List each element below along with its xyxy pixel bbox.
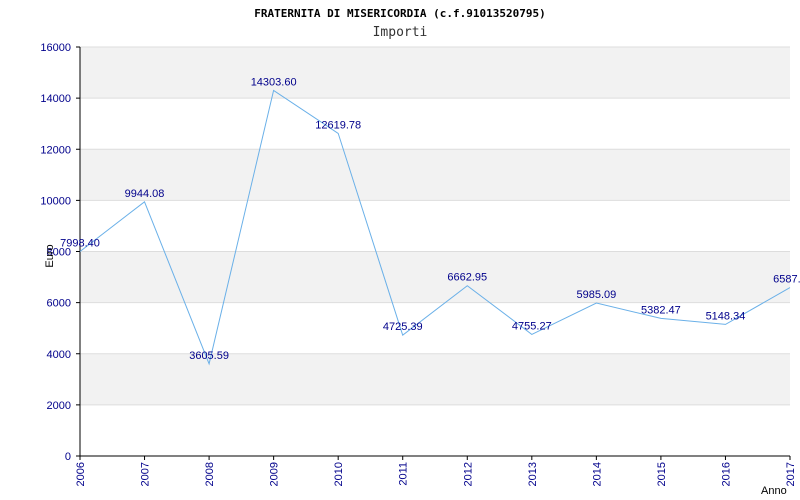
y-tick-label: 8000: [47, 247, 71, 259]
grid-band: [80, 251, 790, 303]
grid-band: [80, 353, 790, 405]
grid-band: [80, 149, 790, 201]
x-tick-label: 2009: [269, 462, 281, 486]
data-label: 7998.40: [60, 238, 100, 250]
x-tick-label: 2015: [656, 462, 668, 486]
data-label: 5985.09: [576, 289, 616, 301]
x-axis-label: Anno: [761, 485, 787, 497]
data-label: 5148.34: [706, 310, 746, 322]
data-label: 14303.60: [251, 76, 297, 88]
y-axis-label: Euro: [44, 244, 56, 267]
y-tick-label: 0: [65, 451, 71, 463]
y-tick-label: 4000: [47, 349, 71, 361]
x-tick-label: 2013: [527, 462, 539, 486]
y-tick-labels: 0 2000 4000 6000 8000 10000 12000 14000 16000: [40, 42, 80, 463]
x-tick-label: 2017: [785, 462, 797, 486]
x-tick-label: 2007: [140, 462, 152, 486]
series-line: [79, 89, 791, 366]
x-tick-label: 2010: [333, 462, 345, 486]
data-label: 12619.78: [315, 119, 361, 131]
x-tick-label: 2008: [204, 462, 216, 486]
data-label: 6662.95: [447, 272, 487, 284]
x-tick-label: 2012: [462, 462, 474, 486]
gridlines: [80, 46, 790, 406]
grid-band: [80, 47, 790, 99]
chart-subtitle: Importi: [372, 25, 428, 40]
y-tick-label: 16000: [40, 42, 71, 54]
background-bands: [80, 47, 790, 405]
y-tick-label: 10000: [40, 195, 71, 207]
y-tick-label: 12000: [40, 144, 71, 156]
y-tick-label: 6000: [47, 298, 71, 310]
data-labels: 7998.40 9944.08 3605.59 14303.60 12619.78 472…: [60, 76, 800, 361]
y-tick-label: 2000: [47, 400, 71, 412]
data-label: 9944.08: [125, 188, 165, 200]
y-tick-label: 14000: [40, 93, 71, 105]
data-label: 3605.59: [189, 350, 229, 362]
x-tick-label: 2011: [398, 462, 410, 486]
x-tick-label: 2014: [591, 462, 603, 486]
data-label: 4755.27: [512, 320, 552, 332]
chart-title: FRATERNITA DI MISERICORDIA (c.f.91013520…: [254, 7, 546, 20]
data-label: 6587.3: [773, 274, 800, 286]
data-label: 4725.39: [383, 321, 423, 333]
x-tick-label: 2006: [75, 462, 87, 486]
data-label: 5382.47: [641, 304, 681, 316]
x-tick-labels: 2006 2007 2008 2009 2010 2011 2012 2013 2014 2015…: [75, 456, 797, 486]
x-tick-label: 2016: [720, 462, 732, 486]
